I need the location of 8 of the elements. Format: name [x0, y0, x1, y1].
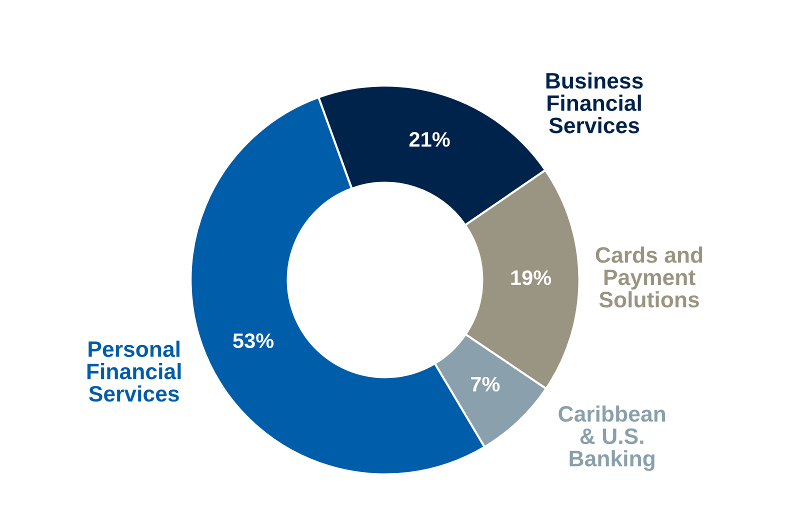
data-label: 53% [233, 333, 274, 348]
slice-label: Business Financial Services [546, 72, 643, 134]
slice-label: Caribbean & U.S. Banking [558, 405, 666, 471]
data-label: 19% [511, 270, 552, 286]
data-label: 7% [471, 376, 500, 392]
slice-label: Personal Financial Services [87, 340, 181, 402]
slice-label: Cards and Payment Solutions [596, 246, 702, 308]
data-label: 21% [409, 132, 450, 147]
